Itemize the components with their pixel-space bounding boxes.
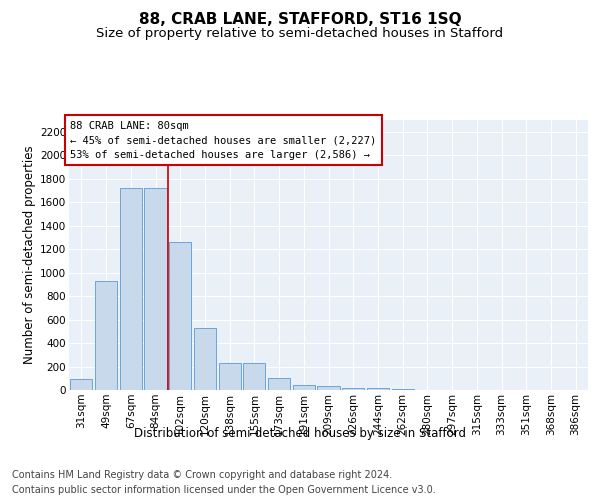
Bar [119,188,142,390]
Text: Contains HM Land Registry data © Crown copyright and database right 2024.: Contains HM Land Registry data © Crown c… [12,470,392,480]
Bar [95,281,117,390]
Text: Contains public sector information licensed under the Open Government Licence v3: Contains public sector information licen… [12,485,436,495]
Text: 88, CRAB LANE, STAFFORD, ST16 1SQ: 88, CRAB LANE, STAFFORD, ST16 1SQ [139,12,461,28]
Bar [70,380,92,390]
Bar [218,363,241,390]
Text: 88 CRAB LANE: 80sqm
← 45% of semi-detached houses are smaller (2,227)
53% of sem: 88 CRAB LANE: 80sqm ← 45% of semi-detach… [70,120,376,160]
Bar [367,388,389,390]
Bar [293,384,315,390]
Bar [194,328,216,390]
Bar [243,363,265,390]
Bar [317,386,340,390]
Bar [145,188,167,390]
Bar [268,378,290,390]
Text: Distribution of semi-detached houses by size in Stafford: Distribution of semi-detached houses by … [134,428,466,440]
Y-axis label: Number of semi-detached properties: Number of semi-detached properties [23,146,36,364]
Text: Size of property relative to semi-detached houses in Stafford: Size of property relative to semi-detach… [97,28,503,40]
Bar [169,242,191,390]
Bar [342,388,364,390]
